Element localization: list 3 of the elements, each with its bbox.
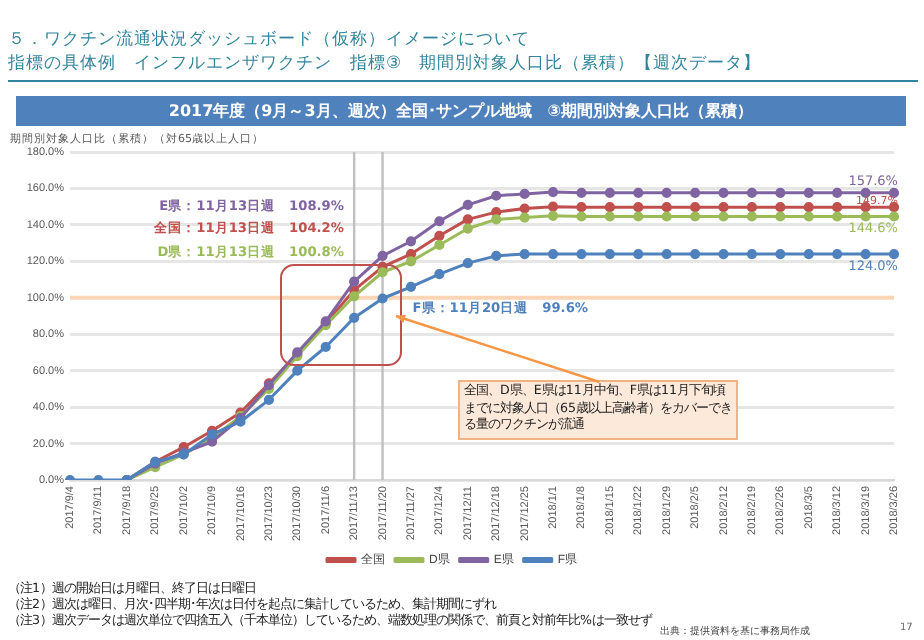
chart-title: 2017年度（9月～3月、週次）全国･サンプル地域 ③期間別対象人口比（累積）: [16, 96, 906, 126]
text: 指標の具体例 インフルエンザワクチン 指標③ 期間別対象人口比（累積）【週次データ】: [8, 52, 762, 76]
text: ５．ワクチン流通状況ダッシュボード（仮称）イメージについて: [8, 28, 530, 52]
